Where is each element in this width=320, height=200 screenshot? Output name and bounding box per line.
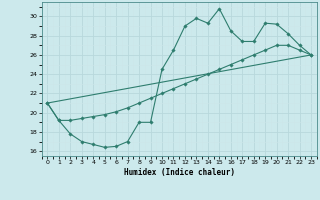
X-axis label: Humidex (Indice chaleur): Humidex (Indice chaleur) [124, 168, 235, 177]
